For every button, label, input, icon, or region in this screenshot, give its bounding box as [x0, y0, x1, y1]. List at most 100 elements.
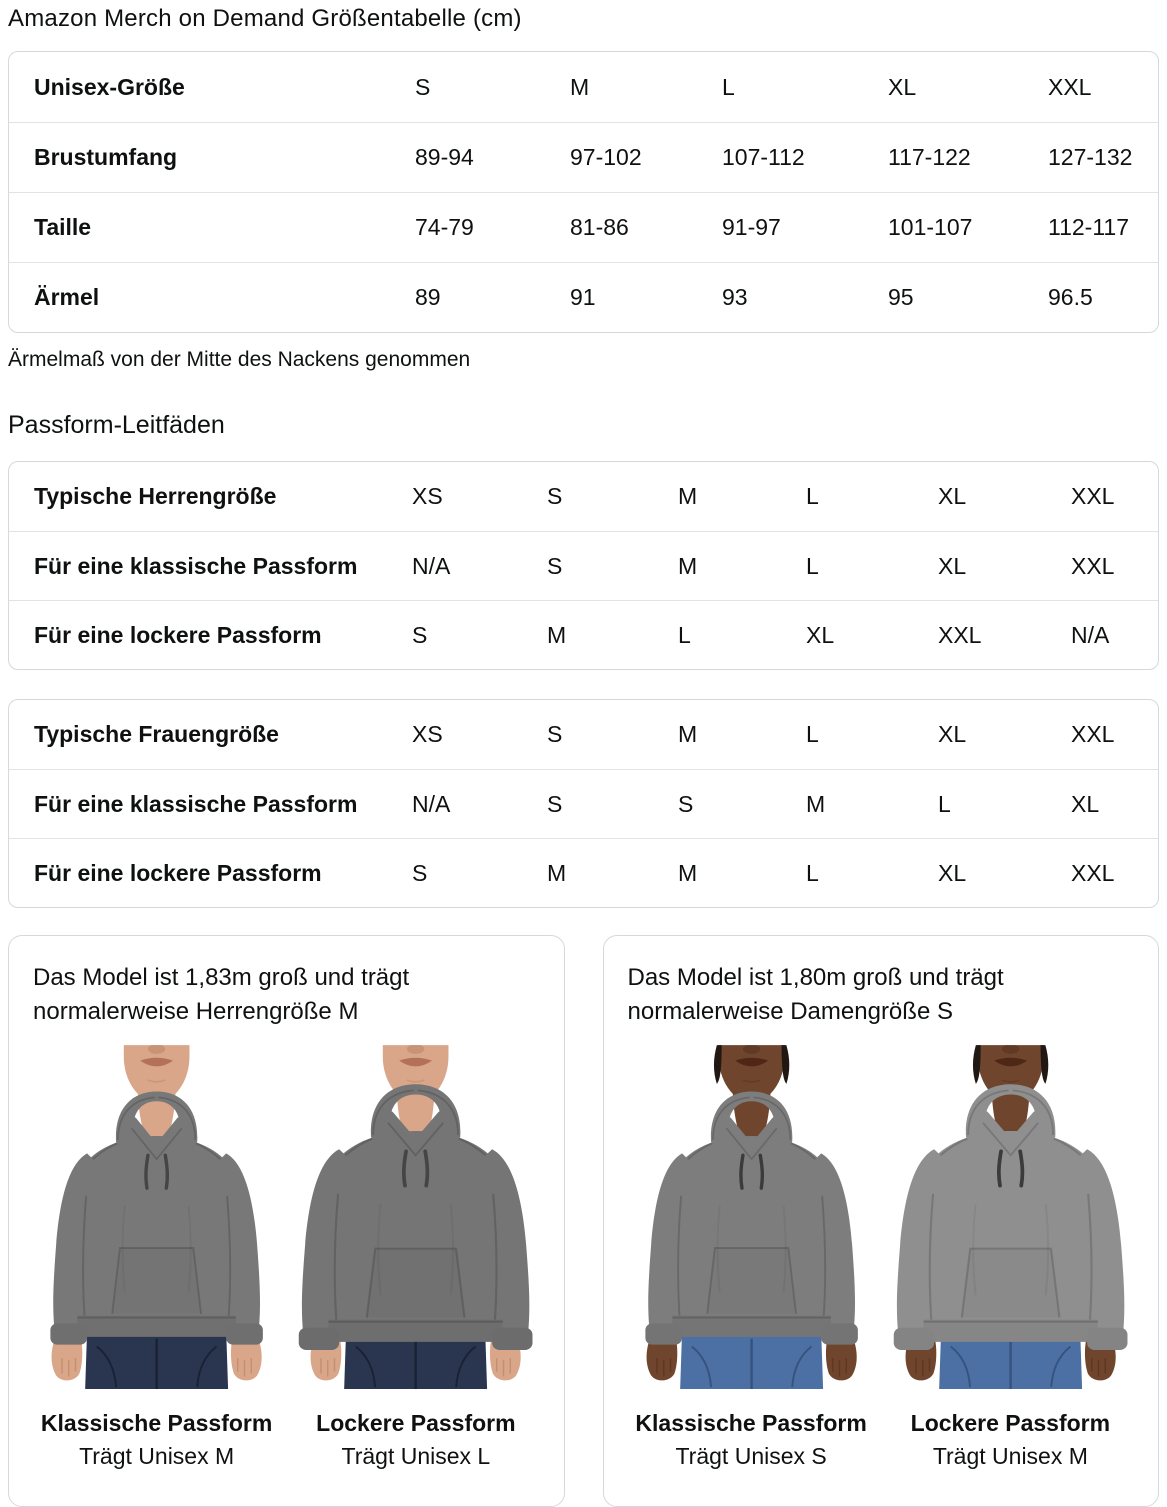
size-cell: N/A	[412, 552, 451, 579]
size-cell: S	[547, 721, 563, 747]
measure-cell: 93	[722, 284, 748, 310]
row-label: Für eine lockere Passform	[34, 859, 322, 886]
size-cell: M	[678, 483, 698, 509]
size-cell: N/A	[412, 790, 451, 817]
size-caption: Trägt Unisex M	[932, 1443, 1088, 1469]
classic-fit-column: Klassische Passform Trägt Unisex S	[628, 1045, 875, 1470]
size-cell: M	[547, 621, 567, 648]
size-cell: XXL	[1071, 859, 1115, 886]
male-model-card: Das Model ist 1,83m groß und trägt norma…	[8, 935, 565, 1507]
size-cell: XL	[938, 483, 967, 509]
fit-caption: Klassische Passform	[635, 1410, 867, 1436]
size-cell: M	[678, 552, 698, 579]
table-row: Für eine klassische Passform N/A S M L X…	[9, 531, 1158, 600]
size-cell: S	[412, 859, 428, 886]
size-cell: XXL	[1048, 73, 1092, 100]
size-cell: XL	[1071, 790, 1100, 817]
table-row: Typische Herrengröße XS S M L XL XXL	[9, 462, 1158, 531]
size-cell: M	[547, 859, 567, 886]
size-cell: M	[678, 859, 698, 886]
women-fit-table: Typische Frauengröße XS S M L XL XXL Für…	[8, 699, 1159, 908]
size-cell: L	[806, 859, 819, 886]
loose-fit-column: Lockere Passform Trägt Unisex L	[292, 1045, 539, 1470]
model-photos: Klassische Passform Trägt Unisex M Locke…	[33, 1045, 540, 1470]
size-cell: XS	[412, 721, 443, 747]
size-cell: XL	[938, 721, 967, 747]
size-cell: XL	[938, 552, 967, 579]
model-description: Das Model ist 1,80m groß und trägt norma…	[627, 964, 1004, 1025]
row-label: Typische Frauengröße	[34, 721, 279, 747]
size-cell: M	[806, 790, 826, 817]
measure-cell: 101-107	[888, 214, 973, 240]
size-cell: XL	[888, 73, 917, 100]
measure-cell: 91-97	[722, 214, 781, 240]
measure-cell: 89-94	[415, 144, 474, 170]
measure-cell: 95	[888, 284, 914, 310]
model-description: Das Model ist 1,83m groß und trägt norma…	[33, 964, 410, 1025]
men-fit-table: Typische Herrengröße XS S M L XL XXL Für…	[8, 461, 1159, 670]
size-cell: L	[806, 483, 819, 509]
model-cards: Das Model ist 1,83m groß und trägt norma…	[8, 935, 1159, 1507]
size-cell: S	[547, 552, 563, 579]
measure-cell: 107-112	[722, 144, 805, 170]
row-label: Für eine klassische Passform	[34, 790, 358, 817]
measure-cell: 89	[415, 284, 441, 310]
size-cell: L	[722, 73, 735, 100]
unisex-size-table: Unisex-Größe S M L XL XXL Brustumfang 89…	[8, 51, 1159, 333]
table-row: Für eine lockere Passform S M L XL XXL N…	[9, 600, 1158, 669]
size-cell: XL	[806, 621, 835, 648]
size-cell: S	[547, 483, 563, 509]
size-cell: S	[678, 790, 694, 817]
size-caption: Trägt Unisex M	[79, 1443, 235, 1469]
table-row: Unisex-Größe S M L XL XXL	[9, 52, 1158, 122]
row-label: Taille	[34, 214, 92, 240]
size-cell: XXL	[1071, 721, 1115, 747]
table-row: Typische Frauengröße XS S M L XL XXL	[9, 700, 1158, 769]
table-row: Brustumfang 89-94 97-102 107-112 117-122…	[9, 122, 1158, 192]
fit-caption: Lockere Passform	[910, 1410, 1111, 1436]
size-guide-page: Amazon Merch on Demand Größentabelle (cm…	[8, 0, 1159, 1507]
size-caption: Trägt Unisex L	[341, 1443, 491, 1469]
loose-fit-column: Lockere Passform Trägt Unisex M	[887, 1045, 1134, 1470]
size-caption: Trägt Unisex S	[675, 1443, 827, 1469]
size-cell: M	[570, 73, 590, 100]
sleeve-note: Ärmelmaß von der Mitte des Nackens genom…	[8, 348, 471, 371]
row-label: Ärmel	[34, 284, 100, 310]
size-cell: L	[938, 790, 951, 817]
size-cell: S	[547, 790, 563, 817]
fit-caption: Klassische Passform	[40, 1410, 273, 1436]
measure-cell: 74-79	[415, 214, 474, 240]
fit-guides-heading: Passform-Leitfäden	[8, 411, 225, 439]
size-cell: XS	[412, 483, 443, 509]
measure-cell: 91	[570, 284, 596, 310]
size-cell: XXL	[1071, 552, 1115, 579]
size-cell: S	[415, 73, 431, 100]
female-classic-fit-photo	[643, 1045, 859, 1390]
size-cell: N/A	[1071, 621, 1110, 648]
row-label: Für eine klassische Passform	[34, 552, 358, 579]
size-cell: L	[806, 552, 819, 579]
row-label: Unisex-Größe	[34, 73, 185, 100]
model-photos: Klassische Passform Trägt Unisex S Locke…	[628, 1045, 1135, 1470]
table-row: Taille 74-79 81-86 91-97 101-107 112-117	[9, 192, 1158, 262]
row-label: Für eine lockere Passform	[34, 621, 322, 648]
female-loose-fit-photo	[892, 1045, 1129, 1390]
measure-cell: 81-86	[570, 214, 629, 240]
female-model-card: Das Model ist 1,80m groß und trägt norma…	[602, 935, 1159, 1507]
size-cell: L	[678, 621, 691, 648]
male-loose-fit-photo	[297, 1045, 534, 1390]
table-row: Für eine lockere Passform S M M L XL XXL	[9, 838, 1158, 907]
table-row: Ärmel 89 91 93 95 96.5	[9, 262, 1158, 332]
page-title: Amazon Merch on Demand Größentabelle (cm…	[8, 5, 522, 32]
size-cell: XXL	[1071, 483, 1115, 509]
row-label: Brustumfang	[34, 144, 178, 170]
row-label: Typische Herrengröße	[34, 483, 277, 509]
table-row: Für eine klassische Passform N/A S S M L…	[9, 769, 1158, 838]
measure-cell: 97-102	[570, 144, 642, 170]
male-classic-fit-photo	[49, 1045, 264, 1390]
size-cell: XL	[938, 859, 967, 886]
size-cell: XXL	[938, 621, 982, 648]
measure-cell: 112-117	[1048, 214, 1129, 240]
measure-cell: 127-132	[1048, 144, 1133, 170]
size-cell: L	[806, 721, 819, 747]
